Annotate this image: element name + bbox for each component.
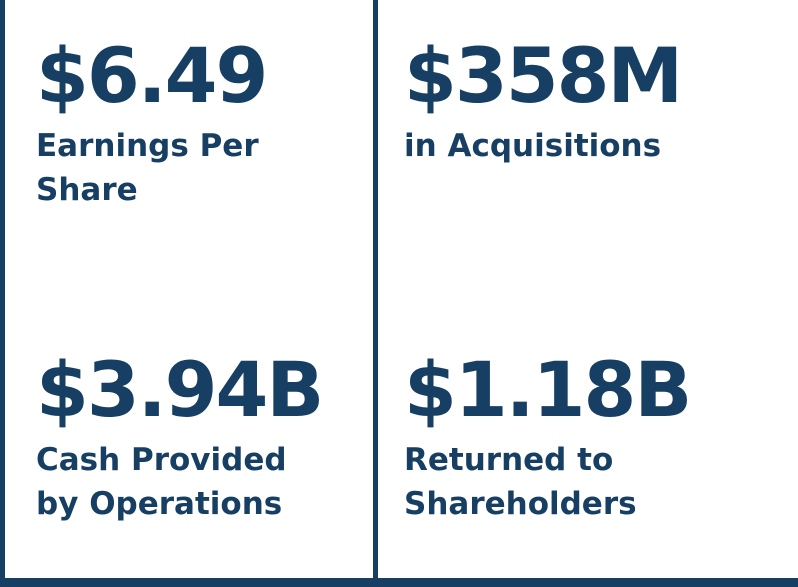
acquisitions-label: in Acquisitions <box>404 124 681 168</box>
returned-to-shareholders-label-line-1: Returned to <box>404 442 614 478</box>
bottom-border <box>0 578 798 587</box>
returned-to-shareholders-label: Returned to Shareholders <box>404 438 690 526</box>
cash-from-operations-label: Cash Provided by Operations <box>36 438 322 526</box>
column-divider <box>373 0 378 587</box>
acquisitions-label-line-1: in Acquisitions <box>404 128 662 164</box>
earnings-per-share-label: Earnings Per Share <box>36 124 266 212</box>
left-border <box>0 0 5 587</box>
returned-to-shareholders-stat: $1.18B Returned to Shareholders <box>404 345 692 526</box>
cash-from-operations-label-line-2: by Operations <box>36 486 283 522</box>
earnings-per-share-label-line-1: Earnings Per <box>36 128 259 164</box>
cash-from-operations-value: $3.94B <box>36 345 324 434</box>
cash-from-operations-stat: $3.94B Cash Provided by Operations <box>36 345 324 526</box>
cash-from-operations-label-line-1: Cash Provided <box>36 442 287 478</box>
acquisitions-stat: $358M in Acquisitions <box>404 31 683 168</box>
earnings-per-share-value: $6.49 <box>36 31 268 120</box>
acquisitions-value: $358M <box>404 31 683 120</box>
returned-to-shareholders-label-line-2: Shareholders <box>404 486 637 522</box>
returned-to-shareholders-value: $1.18B <box>404 345 692 434</box>
earnings-per-share-label-line-2: Share <box>36 172 138 208</box>
earnings-per-share-stat: $6.49 Earnings Per Share <box>36 31 268 212</box>
